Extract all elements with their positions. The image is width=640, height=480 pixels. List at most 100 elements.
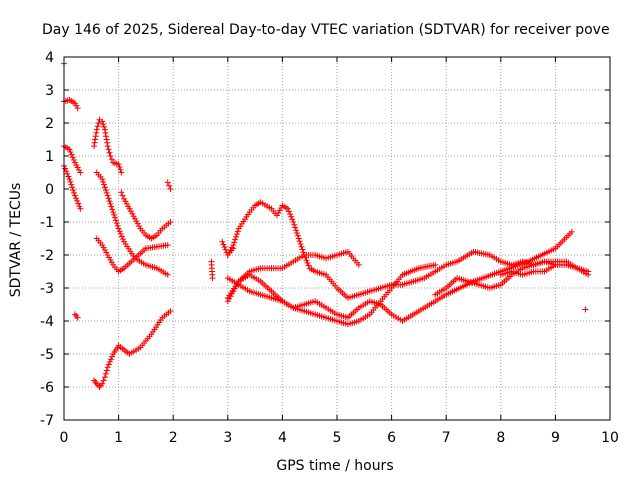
data-point (70, 156, 77, 163)
y-tick-label: 0 (45, 182, 54, 198)
data-point (94, 123, 101, 130)
data-point (74, 105, 81, 112)
data-point (109, 353, 116, 360)
data-point (107, 356, 114, 363)
data-point (166, 182, 173, 189)
data-point (107, 153, 114, 159)
data-point (104, 364, 111, 371)
data-point (71, 192, 78, 199)
data-point (568, 228, 575, 235)
data-point (103, 367, 110, 374)
data-point (117, 230, 124, 237)
data-point (112, 217, 119, 224)
data-points (61, 60, 592, 390)
data-point (115, 161, 122, 168)
data-point (209, 275, 216, 282)
x-tick-label: 6 (387, 430, 396, 446)
data-point (296, 238, 303, 245)
data-point (293, 227, 300, 234)
data-point (234, 228, 241, 235)
data-point (100, 178, 107, 185)
data-point (119, 236, 126, 243)
data-point (91, 143, 98, 150)
data-point (70, 187, 77, 194)
x-tick-label: 10 (601, 430, 619, 446)
data-point (432, 261, 439, 268)
data-point (164, 242, 171, 249)
y-tick-label: 2 (45, 116, 54, 132)
data-point (101, 184, 108, 191)
y-tick-label: -5 (40, 347, 54, 363)
data-point (67, 178, 74, 185)
y-tick-label: -6 (40, 380, 54, 396)
data-point (585, 271, 592, 278)
x-tick-label: 9 (551, 430, 560, 446)
x-tick-label: 3 (223, 430, 232, 446)
x-axis-ticks: 0 1 2 3 4 5 6 7 8 9 10 (60, 57, 619, 446)
data-point (65, 173, 72, 180)
data-point (285, 208, 292, 215)
data-point (64, 170, 71, 177)
data-point (102, 129, 109, 136)
y-axis-ticks: -7 -6 -5 -4 -3 -2 -1 0 1 2 3 4 (40, 50, 610, 429)
data-point (582, 306, 589, 313)
data-point (288, 213, 295, 220)
data-point (92, 133, 99, 140)
x-tick-label: 7 (442, 430, 451, 446)
data-point (91, 139, 98, 146)
chart-title: Day 146 of 2025, Sidereal Day-to-day VTE… (42, 22, 610, 38)
data-point (116, 164, 123, 170)
data-point (167, 186, 174, 192)
data-point (99, 118, 106, 125)
data-point (69, 154, 76, 161)
data-point (77, 169, 84, 176)
data-point (552, 261, 559, 268)
data-point (103, 189, 110, 196)
data-point (294, 232, 301, 239)
data-point (68, 151, 75, 158)
data-point (233, 231, 240, 238)
data-point (93, 129, 100, 136)
data-point (109, 206, 116, 213)
data-point (66, 176, 73, 183)
data-point (67, 149, 74, 156)
y-tick-label: 4 (45, 50, 54, 66)
data-point (300, 249, 307, 256)
x-tick-label: 4 (278, 430, 287, 446)
data-point (116, 228, 123, 235)
data-point (297, 241, 304, 247)
data-point (66, 146, 73, 153)
data-point (74, 197, 81, 204)
data-point (102, 370, 109, 377)
data-point (167, 308, 174, 315)
data-point (117, 166, 124, 173)
x-axis-label: GPS time / hours (276, 458, 393, 474)
data-point (62, 165, 69, 172)
data-point (118, 233, 125, 240)
data-point (106, 198, 113, 205)
data-point (355, 261, 362, 268)
data-point (101, 181, 108, 188)
data-point (73, 195, 80, 202)
data-point (119, 192, 126, 199)
data-point (293, 230, 300, 236)
data-point (107, 200, 114, 207)
data-point (104, 139, 111, 146)
data-point (110, 209, 117, 216)
grid-lines (64, 57, 610, 420)
x-tick-label: 1 (114, 430, 123, 446)
y-tick-label: -3 (40, 281, 54, 297)
data-point (93, 126, 100, 133)
data-point (101, 123, 108, 130)
x-tick-label: 8 (496, 430, 505, 446)
data-point (114, 222, 121, 229)
data-point (118, 189, 125, 196)
data-point (304, 259, 311, 266)
data-point (108, 203, 115, 210)
data-point (231, 239, 238, 246)
data-point (106, 358, 113, 365)
data-point (100, 121, 107, 128)
data-point (99, 176, 106, 183)
x-tick-label: 5 (333, 430, 342, 446)
